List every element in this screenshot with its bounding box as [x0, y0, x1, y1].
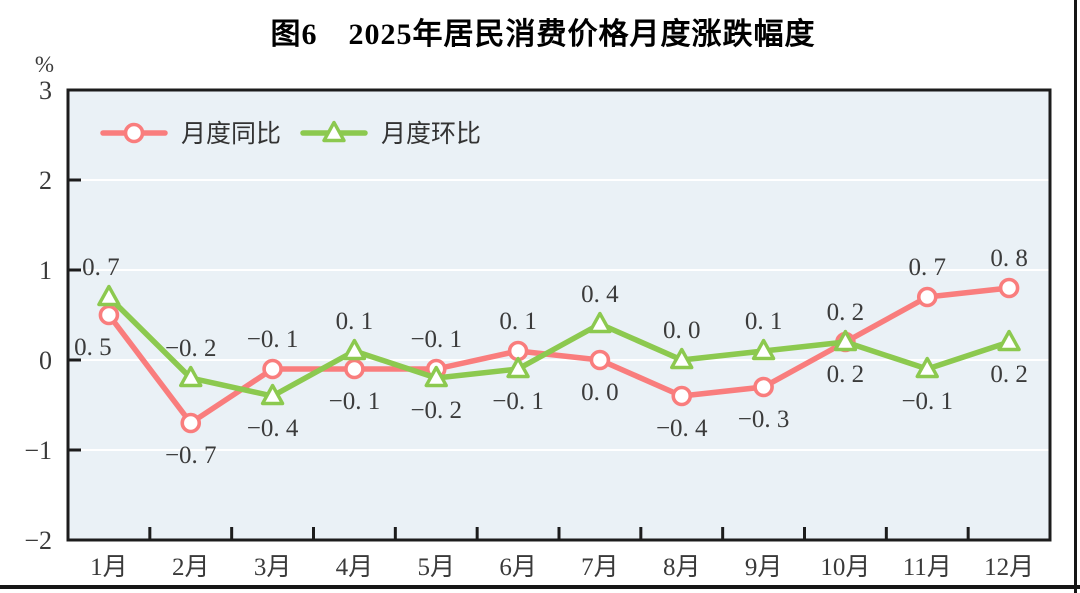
x-axis-label-5: 5月: [417, 554, 455, 581]
data-label-mom-8: 0. 0: [663, 317, 701, 344]
data-label-mom-6: −0. 1: [492, 388, 544, 415]
data-label-mom-9: 0. 1: [745, 308, 783, 335]
marker-mom-8: [670, 347, 694, 370]
marker-yoy-4: [344, 358, 365, 380]
data-label-mom-2: −0. 2: [165, 335, 217, 362]
data-label-mom-1: 0. 7: [82, 254, 120, 281]
data-label-yoy-8: −0. 4: [656, 415, 708, 442]
marker-mom-1: [97, 284, 121, 307]
legend-label-yoy: 月度同比: [181, 120, 281, 148]
marker-yoy-1: [98, 304, 120, 326]
data-label-yoy-12: 0. 8: [990, 245, 1028, 272]
plot-border: [66, 88, 1052, 542]
x-axis-label-9: 9月: [745, 554, 783, 581]
marker-yoy-11: [916, 286, 938, 308]
data-label-mom-12: 0. 2: [990, 361, 1028, 388]
data-label-yoy-2: −0. 7: [165, 442, 217, 469]
marker-mom-2: [179, 365, 203, 388]
data-label-yoy-4: −0. 1: [329, 388, 381, 415]
x-axis-label-11: 11月: [903, 554, 952, 581]
plot-background: [68, 90, 1050, 540]
marker-mom-10: [833, 329, 858, 352]
x-axis-label-6: 6月: [499, 554, 537, 581]
y-axis-label-1: 1: [39, 256, 52, 285]
data-label-mom-11: −0. 1: [901, 388, 953, 415]
data-label-yoy-11: 0. 7: [909, 254, 947, 281]
y-axis-label-2: 2: [39, 166, 52, 195]
marker-yoy-3: [262, 358, 283, 380]
data-label-mom-10: 0. 2: [827, 361, 865, 388]
x-axis-label-3: 3月: [254, 554, 292, 581]
marker-mom-5: [424, 365, 448, 388]
y-axis-label--1: −1: [24, 436, 52, 465]
marker-mom-7: [588, 311, 612, 334]
series-line-yoy: [106, 285, 1012, 426]
x-axis-label-4: 4月: [336, 554, 374, 581]
x-axis-label-10: 10月: [820, 554, 870, 581]
legend-marker-mom: [322, 120, 346, 143]
marker-yoy-8: [671, 385, 693, 407]
y-axis-unit-label: %: [35, 52, 54, 77]
x-axis-label-1: 1月: [90, 554, 128, 581]
chart-title: 图6 2025年居民消费价格月度涨跌幅度: [271, 18, 816, 51]
marker-yoy-9: [753, 376, 774, 398]
data-label-yoy-6: 0. 1: [499, 308, 537, 335]
legend-label-mom: 月度环比: [381, 120, 481, 148]
data-label-yoy-7: 0. 0: [581, 379, 619, 406]
marker-yoy-12: [998, 277, 1020, 299]
marker-mom-12: [997, 329, 1021, 352]
marker-mom-3: [260, 383, 285, 406]
legend-marker-yoy: [123, 122, 145, 144]
legend-item-mom: 月度环比: [300, 120, 481, 148]
page-right-border: [1074, 0, 1077, 593]
marker-yoy-7: [589, 349, 611, 371]
plot-area: 3 2 1 0 −1 −2 1月 2月 3月 4月 5月 6月 7月 8月 9月 10月 11月 12月 0. 5 −…: [24, 76, 1052, 581]
data-label-yoy-1: 0. 5: [74, 334, 112, 361]
marker-mom-11: [915, 356, 939, 379]
series-line-mom: [106, 294, 1012, 399]
marker-mom-9: [751, 338, 776, 361]
data-label-mom-3: −0. 4: [247, 415, 299, 442]
x-axis-label-7: 7月: [581, 554, 619, 581]
marker-mom-6: [506, 356, 530, 379]
page-bottom-border: [0, 585, 1080, 589]
data-label-yoy-10: 0. 2: [827, 299, 865, 326]
legend: 月度同比 月度环比: [100, 120, 481, 148]
x-axis-label-2: 2月: [172, 554, 210, 581]
y-axis-label--2: −2: [24, 526, 52, 555]
legend-item-yoy: 月度同比: [100, 120, 281, 148]
data-label-mom-5: −0. 2: [410, 397, 462, 424]
data-label-mom-7: 0. 4: [581, 281, 619, 308]
data-label-mom-4: 0. 1: [336, 308, 374, 335]
marker-mom-4: [342, 338, 367, 361]
data-label-yoy-3: −0. 1: [247, 326, 299, 353]
x-axis-label-12: 12月: [984, 554, 1034, 581]
marker-yoy-2: [180, 412, 202, 434]
y-axis-label-0: 0: [39, 346, 52, 375]
data-label-yoy-9: −0. 3: [738, 406, 790, 433]
x-axis-label-8: 8月: [663, 554, 701, 581]
data-label-yoy-5: −0. 1: [410, 326, 462, 353]
y-axis-label-3: 3: [39, 76, 52, 105]
